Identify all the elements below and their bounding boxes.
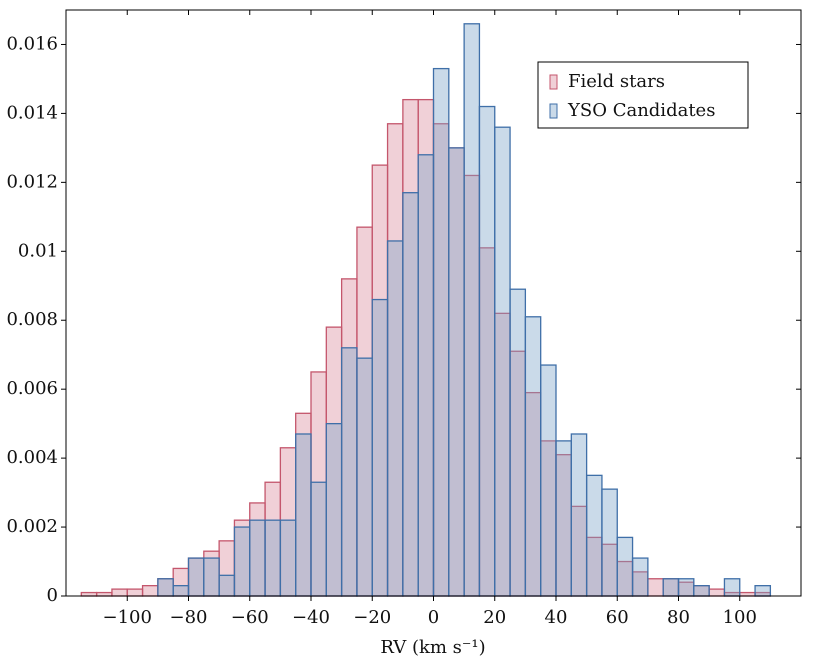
histogram-bar [233,526,251,597]
histogram-bar [157,578,174,597]
x-tick-label: −80 [170,607,208,628]
histogram-bar [570,433,588,597]
histogram-bar [325,422,343,597]
histogram-bar [463,23,481,597]
legend-swatch [549,103,558,119]
legend-swatch [549,74,558,90]
histogram-bar [95,591,113,597]
histogram-bar [524,316,542,597]
y-tick-label: 0.01 [18,240,58,261]
x-axis-label: RV (km s⁻¹) [380,637,485,658]
y-tick-label: 0.012 [6,171,58,192]
y-tick-label: 0.004 [6,447,58,468]
histogram-bar [141,585,159,597]
histogram-bar [708,588,726,597]
histogram-bar [340,347,358,597]
histogram-bar [494,126,511,597]
histogram-bar [80,591,98,597]
histogram-bar [616,536,634,597]
histogram-bar [601,488,618,597]
histogram-bar [693,585,710,597]
x-tick-label: 20 [483,607,506,628]
histogram-bar [677,578,695,597]
histogram-bar [279,519,297,597]
x-tick-label: 0 [428,607,439,628]
histogram-bar [432,67,450,597]
x-tick-label: −20 [353,607,391,628]
histogram-bar [203,557,220,597]
histogram-bar [555,440,572,597]
y-tick-label: 0.016 [6,33,58,54]
histogram-bar [187,557,205,597]
x-tick-label: −40 [292,607,330,628]
histogram-bar [723,578,741,597]
y-tick-label: 0.008 [6,309,58,330]
x-tick-label: 100 [723,607,757,628]
histogram-bar [448,147,465,597]
legend-label: Field stars [568,71,665,92]
legend-label: YSO Candidates [567,100,715,121]
y-tick-label: 0 [47,585,58,606]
histogram-bar [739,591,756,597]
histogram-bar [754,585,772,597]
histogram-bar [662,578,680,597]
histogram-bar [631,557,649,597]
histogram-bar [249,519,266,597]
histogram-bar [264,519,282,597]
histogram-bar [478,105,496,597]
histogram-bar [540,364,557,597]
histogram-bar [417,154,435,597]
x-tick-label: 80 [667,607,690,628]
y-tick-label: 0.006 [6,378,58,399]
histogram-bar [111,588,128,597]
x-tick-label: 40 [545,607,568,628]
histogram-bar [126,588,144,597]
histogram-bar [295,433,312,597]
histogram-bar [310,481,327,597]
histogram-bar [356,357,373,597]
x-tick-label: −60 [231,607,269,628]
x-tick-label: −100 [103,607,152,628]
legend-box [537,61,749,129]
y-tick-label: 0.014 [6,102,58,123]
histogram-bar [647,578,664,597]
histogram-bar [371,298,389,597]
histogram-bar [509,288,527,597]
histogram-bar [585,474,603,597]
histogram-bar [402,192,419,597]
histogram-bar [218,574,236,597]
histogram-bar [386,240,404,597]
histogram-bar [172,585,190,597]
x-tick-label: 60 [606,607,629,628]
y-tick-label: 0.002 [6,516,58,537]
